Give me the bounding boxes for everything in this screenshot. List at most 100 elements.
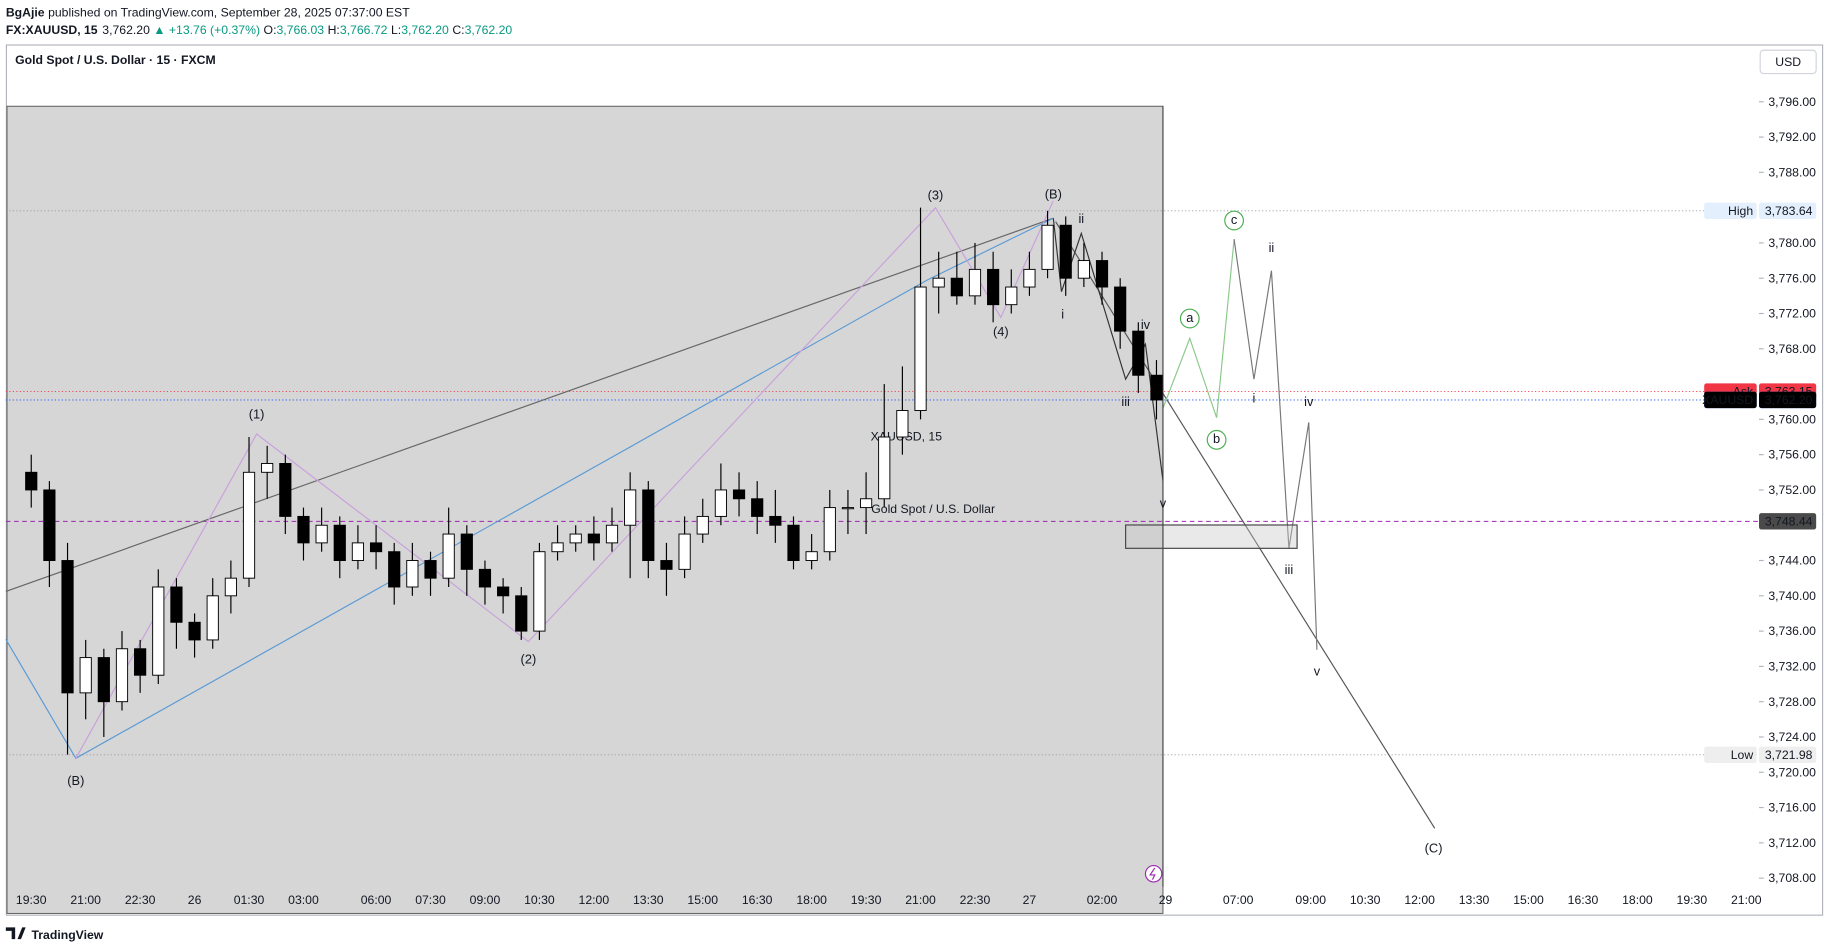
- candle-body: [1150, 374, 1163, 401]
- symbol-line: FX:XAUUSD, 15 3,762.20 ▲ +13.76 (+0.37%) O:…: [6, 23, 513, 37]
- wave-label: i: [1061, 306, 1064, 321]
- y-tick-label: 3,732.00: [1768, 659, 1816, 673]
- x-tick-label: 21:00: [1731, 893, 1762, 907]
- y-tick-label: 3,708.00: [1768, 871, 1816, 885]
- candle-body: [551, 542, 564, 553]
- y-tick-label: 3,736.00: [1768, 624, 1816, 638]
- candle-body: [261, 463, 274, 473]
- candle-body: [605, 524, 619, 544]
- candle-body: [115, 648, 129, 703]
- channel-line: [5, 217, 1054, 760]
- x-tick-label: 21:00: [905, 893, 936, 907]
- candle-body: [97, 657, 110, 703]
- candle-body: [1114, 286, 1127, 332]
- y-tick-label: 3,780.00: [1768, 236, 1816, 250]
- symbol: FX:XAUUSD, 15: [6, 23, 98, 37]
- price-label: 3,721.98: [1765, 748, 1813, 762]
- wave-label: iii: [1121, 394, 1130, 409]
- candle-body: [61, 560, 74, 694]
- y-tick-label: 3,792.00: [1768, 130, 1816, 144]
- x-tick-label: 16:30: [742, 893, 773, 907]
- circle: [1179, 308, 1200, 329]
- candle-body: [1041, 224, 1054, 270]
- wave-label: v: [1160, 495, 1167, 510]
- x-tick-label: 09:00: [1295, 893, 1326, 907]
- x-tick-label: 02:00: [1087, 893, 1118, 907]
- price-label: 3,762.20: [1765, 393, 1813, 407]
- date-range: [6, 105, 1164, 914]
- ohlc-label: L:: [391, 23, 401, 37]
- candle-body: [297, 515, 310, 544]
- y-tick-label: 3,728.00: [1768, 695, 1816, 709]
- x-tick-label: 10:30: [1350, 893, 1381, 907]
- y-tick-label: 3,788.00: [1768, 165, 1816, 179]
- price-label-name-box: [1704, 202, 1757, 219]
- x-tick-label: 19:30: [16, 893, 47, 907]
- x-tick-label: 15:00: [687, 893, 718, 907]
- brand-logo: [5, 927, 26, 940]
- candle-body: [1132, 330, 1145, 376]
- x-tick-label: 10:30: [524, 893, 555, 907]
- event-icon[interactable]: [1144, 865, 1163, 883]
- x-tick-label: 12:00: [1404, 893, 1435, 907]
- candle-body: [569, 533, 582, 544]
- price-label: 3,748.44: [1765, 514, 1813, 528]
- candle-body: [732, 489, 746, 500]
- wave-line: [1233, 239, 1318, 650]
- candle-body: [696, 515, 709, 535]
- price-label-name-box: [1704, 391, 1757, 409]
- x-tick-label: 19:30: [851, 893, 882, 907]
- circle: [1224, 210, 1245, 231]
- y-tick-label: 3,772.00: [1768, 307, 1816, 321]
- candle-body: [478, 568, 492, 588]
- candle-body: [388, 551, 401, 588]
- y-tick-label: 3,716.00: [1768, 801, 1816, 815]
- candle-body: [1005, 286, 1018, 306]
- brand: TradingView: [5, 927, 104, 942]
- candle-body: [224, 577, 237, 597]
- wave-label: i: [1253, 390, 1256, 405]
- wave-label: (C): [1425, 841, 1443, 856]
- currency[interactable]: USD: [1775, 55, 1801, 69]
- candle-body: [751, 498, 764, 517]
- x-tick-label: 18:00: [1622, 893, 1653, 907]
- candle-body: [714, 489, 727, 517]
- candle-body: [25, 471, 38, 491]
- x-tick-label: 13:30: [633, 893, 664, 907]
- price-label: 3,783.64: [1765, 204, 1813, 218]
- candle-body: [1095, 260, 1109, 288]
- wave-label: c: [1231, 212, 1238, 227]
- x-tick-label: 06:00: [361, 893, 392, 907]
- price-label-name: Low: [1731, 748, 1754, 762]
- candles: [25, 207, 1163, 755]
- published: published on TradingView.com, September …: [48, 5, 410, 19]
- y-tick-label: 3,752.00: [1768, 483, 1816, 497]
- candle-body: [406, 560, 419, 588]
- candle-body: [533, 551, 546, 632]
- candle-body: [587, 533, 600, 544]
- candle-body: [43, 489, 56, 561]
- candle-body: [242, 471, 256, 579]
- y-tick-label: 3,744.00: [1768, 554, 1816, 568]
- y-tick-label: 3,756.00: [1768, 448, 1816, 462]
- x-tick-label: 15:00: [1513, 893, 1544, 907]
- candle-body: [968, 268, 982, 297]
- trend-line: [5, 217, 1054, 593]
- wave-label: b: [1213, 431, 1220, 446]
- candle-body: [134, 648, 147, 676]
- x-tick-label: 01:30: [234, 893, 265, 907]
- ohlc-value: 3,762.20: [465, 23, 513, 37]
- currency-button[interactable]: [1759, 49, 1817, 75]
- candle-body: [188, 621, 201, 641]
- candle-body: [1023, 268, 1036, 288]
- wave-label: (B): [1045, 186, 1062, 201]
- y-tick-label: 3,776.00: [1768, 271, 1816, 285]
- candle-body: [987, 268, 1000, 306]
- candle-body: [678, 533, 691, 570]
- candle-body: [170, 586, 183, 623]
- wave-label: iv: [1304, 394, 1314, 409]
- price-label-box: [1759, 391, 1817, 409]
- candle-body: [351, 542, 365, 561]
